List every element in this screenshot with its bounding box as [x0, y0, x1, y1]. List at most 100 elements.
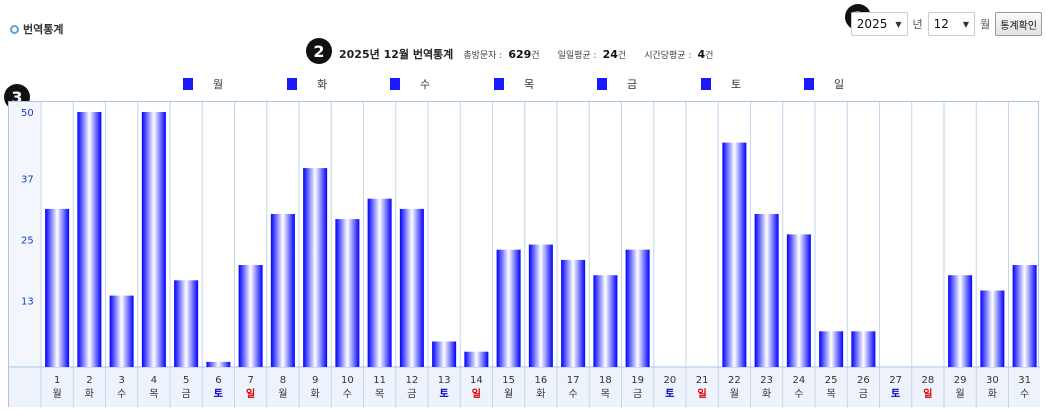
circle-bullet-icon — [10, 24, 19, 34]
legend-swatch — [183, 78, 193, 90]
page-header: 번역통계 — [10, 21, 63, 37]
bar-chart-svg: 503725131월2화3수4목5금6토7일8월9화10수11목12금13토14… — [9, 102, 1040, 408]
legend-label: 토 — [731, 78, 742, 91]
bar — [948, 275, 973, 367]
year-select-value: 2025 — [856, 17, 888, 31]
x-tick-label-day: 15 — [502, 375, 515, 386]
x-tick-label-weekday: 화 — [85, 388, 94, 400]
bar — [206, 361, 231, 367]
x-tick-label-day: 4 — [151, 375, 157, 386]
legend-label: 금 — [627, 78, 638, 91]
legend-label: 일 — [834, 78, 845, 91]
x-tick-label-weekday: 토 — [214, 388, 223, 400]
month-select-value: 12 — [933, 17, 949, 31]
legend-swatch — [804, 78, 814, 90]
x-tick-label-weekday: 일 — [246, 387, 255, 400]
x-tick-label-weekday: 토 — [891, 388, 900, 400]
period-controls: 2025 ▼ 년 12 ▼ 월 통계확인 — [850, 12, 1042, 36]
bar — [1012, 265, 1037, 367]
legend-swatch — [494, 78, 504, 90]
x-tick-label-day: 28 — [922, 375, 935, 386]
legend-swatch — [701, 78, 711, 90]
year-select[interactable]: 2025 ▼ — [850, 12, 908, 36]
y-axis-band — [9, 102, 41, 367]
month-unit-label: 월 — [980, 18, 991, 31]
x-tick-label-day: 14 — [470, 375, 483, 386]
x-tick-label-weekday: 토 — [440, 388, 449, 400]
bar — [561, 259, 586, 367]
x-tick-label-weekday: 화 — [762, 388, 771, 400]
bar — [399, 208, 424, 367]
x-tick-label-weekday: 월 — [730, 388, 739, 400]
legend-label: 목 — [524, 78, 535, 91]
bar — [174, 280, 199, 367]
x-tick-label-day: 11 — [373, 375, 386, 386]
x-tick-label-weekday: 화 — [988, 388, 997, 400]
bar — [819, 331, 844, 367]
x-tick-label-weekday: 금 — [182, 388, 191, 400]
x-tick-label-weekday: 목 — [601, 388, 610, 400]
bar — [432, 341, 457, 367]
bar — [496, 249, 521, 367]
legend-item-wed: 수 — [390, 76, 430, 92]
x-tick-label-day: 19 — [631, 375, 644, 386]
x-tick-label-weekday: 목 — [827, 388, 836, 400]
x-tick-label-weekday: 수 — [343, 388, 352, 400]
daily-average-unit: 건 — [617, 51, 627, 61]
bar — [303, 168, 328, 367]
total-visitors-label: 총방문자 : — [463, 51, 503, 61]
bar — [464, 351, 489, 367]
month-select[interactable]: 12 ▼ — [927, 12, 976, 36]
bar — [141, 112, 166, 367]
x-tick-label-weekday: 금 — [407, 388, 416, 400]
x-tick-label-day: 26 — [857, 375, 870, 386]
x-tick-label-day: 20 — [664, 375, 677, 386]
bar — [593, 275, 618, 367]
x-tick-label-day: 30 — [986, 375, 999, 386]
bar — [851, 331, 876, 367]
legend-item-thu: 목 — [494, 76, 534, 92]
x-tick-label-weekday: 월 — [956, 388, 965, 400]
bar — [367, 198, 392, 367]
x-tick-label-day: 9 — [312, 375, 318, 386]
legend-swatch — [597, 78, 607, 90]
legend-item-tue: 화 — [287, 76, 327, 92]
x-tick-label-day: 24 — [793, 375, 806, 386]
x-tick-label-day: 16 — [535, 375, 548, 386]
x-tick-label-day: 31 — [1018, 375, 1031, 386]
x-tick-label-day: 12 — [406, 375, 419, 386]
x-tick-label-weekday: 수 — [794, 388, 803, 400]
legend-item-fri: 금 — [597, 76, 637, 92]
bar — [754, 214, 779, 367]
x-tick-label-weekday: 화 — [311, 388, 320, 400]
bar — [528, 244, 553, 367]
bar — [238, 265, 263, 367]
y-tick-label: 50 — [21, 108, 34, 119]
x-tick-label-weekday: 월 — [53, 388, 62, 400]
bar — [980, 290, 1005, 367]
daily-average-label: 일일평균 : — [557, 51, 597, 61]
x-tick-label-day: 1 — [54, 375, 60, 386]
y-tick-label: 37 — [21, 174, 34, 185]
legend-swatch — [287, 78, 297, 90]
bar — [722, 142, 747, 367]
y-tick-label: 13 — [21, 297, 34, 308]
bar — [335, 219, 360, 367]
confirm-stats-button[interactable]: 통계확인 — [995, 12, 1042, 36]
x-tick-label-weekday: 수 — [117, 388, 126, 400]
summary-headline: 2025년 12월 번역통계 — [339, 48, 454, 61]
x-tick-label-day: 17 — [567, 375, 580, 386]
y-tick-label: 25 — [21, 236, 34, 247]
bar — [625, 249, 650, 367]
x-tick-label-day: 7 — [247, 375, 253, 386]
legend-label: 수 — [420, 78, 431, 91]
chart-legend: 월 화 수 목 금 토 일 — [0, 76, 1046, 92]
x-tick-label-day: 22 — [728, 375, 741, 386]
x-tick-label-weekday: 일 — [923, 387, 932, 400]
total-visitors-unit: 건 — [531, 51, 540, 61]
x-tick-label-day: 6 — [215, 375, 221, 386]
legend-item-sat: 토 — [701, 76, 741, 92]
x-tick-label-weekday: 목 — [375, 388, 384, 400]
daily-average-value: 24 — [602, 48, 618, 61]
bar — [270, 214, 295, 367]
